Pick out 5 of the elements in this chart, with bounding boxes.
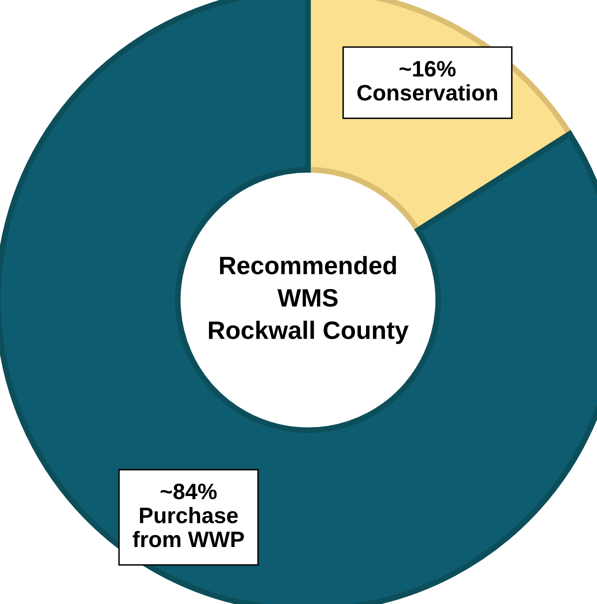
text: Recommended WMS Rockwall County xyxy=(208,256,409,344)
data-label: ~84% xyxy=(160,484,217,500)
slice-label: Conservation xyxy=(357,84,498,101)
slice-label: Purchase from WWP xyxy=(132,506,244,548)
data-label: ~16% xyxy=(400,60,456,77)
